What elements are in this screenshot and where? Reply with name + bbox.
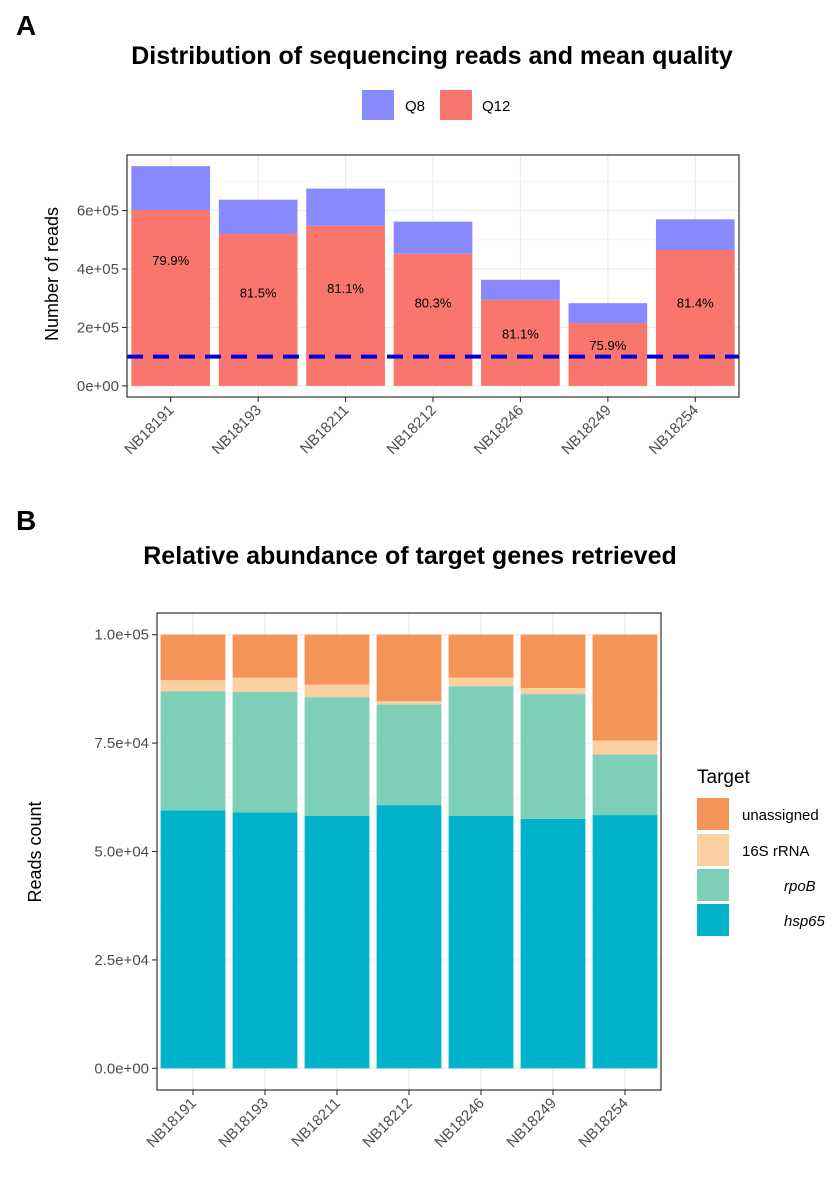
y-tick-label: 1.0e+05 <box>94 627 149 644</box>
x-tick-label-nb18211: NB18211 <box>297 402 352 457</box>
bar-q8-nb18193 <box>218 199 298 234</box>
panel-b-title: Relative abundance of target genes retri… <box>143 542 677 570</box>
y-tick-label: 0.0e+00 <box>94 1060 149 1077</box>
x-tick-label-nb18212: NB18212 <box>384 402 440 458</box>
bar-16s-rrna-nb18246 <box>448 677 514 687</box>
legend-16s-label: 16S rRNA <box>742 843 810 860</box>
x-tick-label-nb18246: NB18246 <box>471 402 527 458</box>
bar-label-nb18193: 81.5% <box>240 285 277 300</box>
bar-unassigned-nb18211 <box>304 634 370 685</box>
bar-rpob-nb18212 <box>376 704 442 806</box>
panel-a-label: A <box>16 10 36 41</box>
bar-rpob-nb18249 <box>520 694 586 819</box>
bar-16s-rrna-nb18191 <box>160 680 226 692</box>
bar-q8-nb18254 <box>655 219 735 250</box>
panel-a-legend: Q8 Q12 <box>362 90 510 120</box>
bar-rpob-nb18254 <box>592 754 658 816</box>
bar-label-nb18191: 79.9% <box>152 253 189 268</box>
bar-q12-nb18211 <box>306 225 385 386</box>
bar-16s-rrna-nb18212 <box>376 701 442 705</box>
bar-unassigned-nb18191 <box>160 634 226 681</box>
bar-unassigned-nb18249 <box>520 634 586 689</box>
bar-label-nb18212: 80.3% <box>415 296 452 311</box>
panel-b-plot: 0.0e+00 2.5e+04 5.0e+04 7.5e+04 1.0e+05 NB181… <box>94 612 662 1151</box>
x-tick-label-nb18193: NB18193 <box>216 1095 272 1151</box>
legend-rpob-label: rpoB <box>784 878 816 895</box>
x-tick-label-nb18211: NB18211 <box>288 1095 343 1150</box>
bar-rpob-nb18193 <box>232 691 298 813</box>
x-tick-label-nb18193: NB18193 <box>209 402 265 458</box>
x-tick-label-nb18249: NB18249 <box>558 402 614 458</box>
bar-q8-nb18246 <box>481 279 560 300</box>
bar-rpob-nb18246 <box>448 686 514 816</box>
x-tick-label-nb18212: NB18212 <box>360 1095 416 1151</box>
legend-hsp65-label: hsp65 <box>784 913 826 930</box>
bar-hsp65-nb18246 <box>448 815 514 1069</box>
bar-q12-nb18246 <box>481 299 560 386</box>
bar-q12-nb18212 <box>393 253 473 386</box>
panel-a-ylabel: Number of reads <box>42 207 62 341</box>
bar-q8-nb18211 <box>306 188 385 226</box>
legend-title: Target <box>697 767 751 788</box>
y-tick-label: 2e+05 <box>77 319 119 336</box>
panel-a-title: Distribution of sequencing reads and mea… <box>131 42 733 70</box>
bar-unassigned-nb18193 <box>232 634 298 678</box>
bar-hsp65-nb18193 <box>232 812 298 1069</box>
legend-q12-swatch <box>440 90 472 120</box>
x-tick-label-nb18254: NB18254 <box>646 402 702 458</box>
bar-q12-nb18254 <box>655 249 735 386</box>
y-tick-label: 5.0e+04 <box>94 844 149 861</box>
bar-16s-rrna-nb18254 <box>592 740 658 755</box>
legend-q8-label: Q8 <box>405 98 425 115</box>
panel-b-label: B <box>16 505 36 536</box>
legend-hsp65-swatch <box>697 904 729 936</box>
x-tick-label-nb18249: NB18249 <box>504 1095 560 1151</box>
y-tick-label: 0e+00 <box>77 378 119 395</box>
bar-16s-rrna-nb18193 <box>232 677 298 692</box>
legend-16s-swatch <box>697 834 729 866</box>
bar-16s-rrna-nb18249 <box>520 688 586 695</box>
bar-q12-nb18191 <box>131 209 211 386</box>
bar-16s-rrna-nb18211 <box>304 684 370 698</box>
x-tick-label-nb18191: NB18191 <box>121 402 177 458</box>
bar-q12-nb18193 <box>218 233 298 386</box>
bar-unassigned-nb18212 <box>376 634 442 702</box>
y-tick-label: 7.5e+04 <box>94 735 149 752</box>
panel-a-plot: 79.9% 81.5% 81.1% 80.3% 81.1% 75.9% 81.4% 0e+00… <box>77 154 740 458</box>
legend-rpob-swatch <box>697 869 729 901</box>
legend-unassigned-label: unassigned <box>742 807 819 824</box>
x-tick-label-nb18191: NB18191 <box>144 1095 200 1151</box>
bar-unassigned-nb18246 <box>448 634 514 678</box>
bar-label-nb18211: 81.1% <box>327 281 364 296</box>
bar-unassigned-nb18254 <box>592 634 658 741</box>
bar-hsp65-nb18211 <box>304 815 370 1069</box>
y-tick-label: 2.5e+04 <box>94 952 149 969</box>
bar-rpob-nb18211 <box>304 697 370 816</box>
bar-label-nb18254: 81.4% <box>677 296 714 311</box>
bar-label-nb18246: 81.1% <box>502 326 539 341</box>
legend-q8-swatch <box>362 90 394 120</box>
y-tick-label: 4e+05 <box>77 261 119 278</box>
bar-q8-nb18191 <box>131 166 211 210</box>
x-tick-label-nb18246: NB18246 <box>432 1095 488 1151</box>
panel-b-ylabel: Reads count <box>25 801 45 902</box>
x-tick-label-nb18254: NB18254 <box>576 1095 632 1151</box>
legend-unassigned-swatch <box>697 798 729 830</box>
bar-hsp65-nb18191 <box>160 810 226 1069</box>
bar-q8-nb18249 <box>568 303 648 324</box>
legend-q12-label: Q12 <box>482 98 510 115</box>
bar-hsp65-nb18249 <box>520 818 586 1069</box>
y-tick-label: 6e+05 <box>77 203 119 220</box>
bar-rpob-nb18191 <box>160 691 226 811</box>
bar-q8-nb18212 <box>393 221 473 254</box>
bar-hsp65-nb18212 <box>376 805 442 1069</box>
bar-label-nb18249: 75.9% <box>589 338 626 353</box>
panel-b-legend: Target unassigned 16S rRNA rpoB hsp65 <box>697 767 826 936</box>
bar-q12-nb18249 <box>568 323 648 386</box>
bar-hsp65-nb18254 <box>592 815 658 1069</box>
